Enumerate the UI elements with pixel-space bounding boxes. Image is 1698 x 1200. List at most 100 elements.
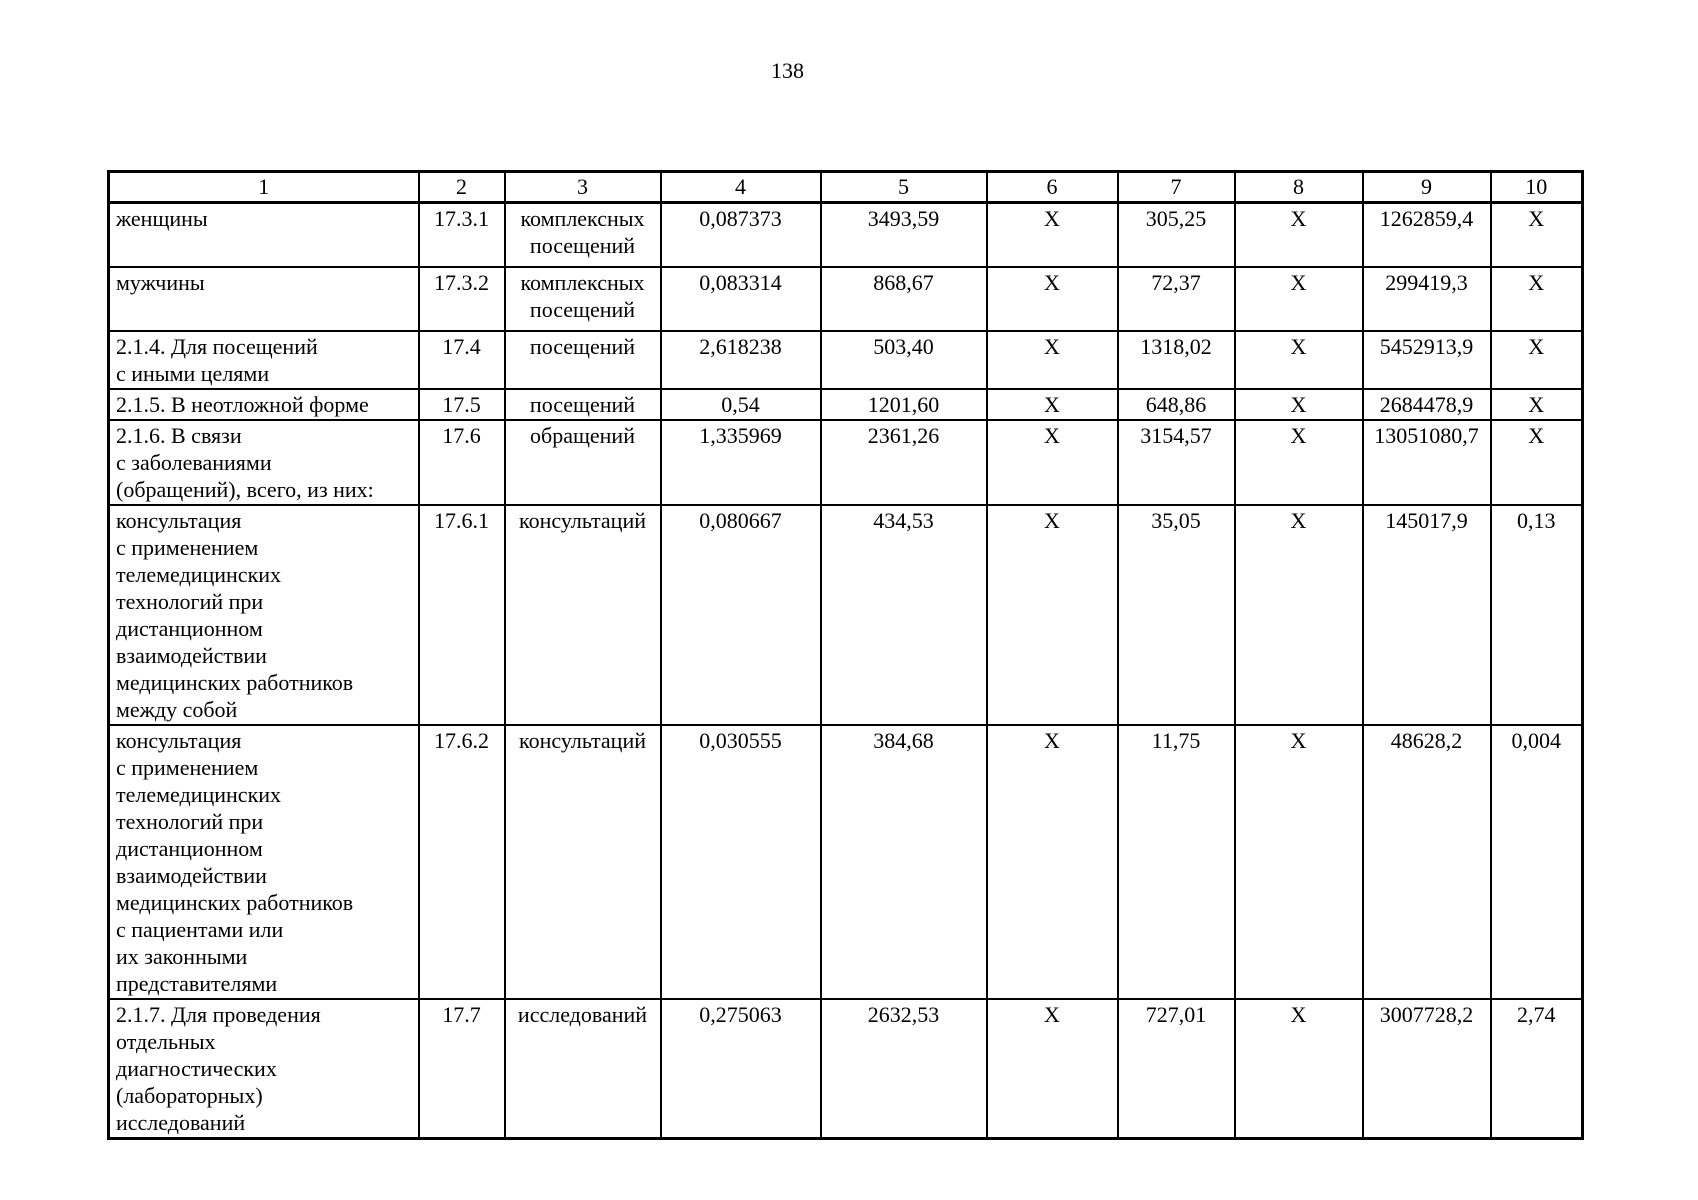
cell-value-col7: 11,75 bbox=[1116, 723, 1236, 1000]
column-header-1: 1 bbox=[107, 170, 420, 204]
cell-row-label: 2.1.6. В связи с заболеваниями (обращени… bbox=[107, 418, 420, 506]
cell-value-col4: 0,083314 bbox=[659, 265, 822, 332]
cell-value-col10: 0,004 bbox=[1489, 723, 1584, 1000]
cell-value-col9: 2684478,9 bbox=[1361, 387, 1492, 421]
cell-value-col4: 0,54 bbox=[659, 387, 822, 421]
cell-value-col6: Х bbox=[985, 723, 1119, 1000]
cell-row-code: 17.6 bbox=[417, 418, 506, 506]
cell-unit-name: исследований bbox=[503, 997, 662, 1139]
cell-row-label: 2.1.4. Для посещений с иными целями bbox=[107, 329, 420, 390]
cell-unit-name: консультаций bbox=[503, 503, 662, 726]
column-header-2: 2 bbox=[417, 170, 506, 204]
cell-value-col6: Х bbox=[985, 265, 1119, 332]
column-header-6: 6 bbox=[985, 170, 1119, 204]
cell-value-col5: 3493,59 bbox=[819, 201, 988, 268]
column-header-8: 8 bbox=[1233, 170, 1364, 204]
table-row: консультация с применением телемедицинск… bbox=[107, 723, 1584, 1000]
cell-value-col6: Х bbox=[985, 201, 1119, 268]
cell-value-col10: Х bbox=[1489, 265, 1584, 332]
cell-value-col8: Х bbox=[1233, 265, 1364, 332]
column-header-9: 9 bbox=[1361, 170, 1492, 204]
cell-value-col8: Х bbox=[1233, 329, 1364, 390]
cell-value-col9: 5452913,9 bbox=[1361, 329, 1492, 390]
cell-value-col8: Х bbox=[1233, 201, 1364, 268]
cell-row-label: консультация с применением телемедицинск… bbox=[107, 723, 420, 1000]
doc-table: 1 2 3 4 5 6 7 8 9 10 женщины 17.3.1 комп… bbox=[107, 170, 1584, 1140]
table-row: консультация с применением телемедицинск… bbox=[107, 503, 1584, 726]
table-row: 2.1.7. Для проведения отдельных диагност… bbox=[107, 997, 1584, 1139]
cell-value-col7: 3154,57 bbox=[1116, 418, 1236, 506]
cell-value-col9: 1262859,4 bbox=[1361, 201, 1492, 268]
cell-value-col5: 868,67 bbox=[819, 265, 988, 332]
cell-value-col9: 299419,3 bbox=[1361, 265, 1492, 332]
cell-value-col5: 434,53 bbox=[819, 503, 988, 726]
cell-value-col5: 2361,26 bbox=[819, 418, 988, 506]
cell-value-col9: 13051080,7 bbox=[1361, 418, 1492, 506]
table-header-row: 1 2 3 4 5 6 7 8 9 10 bbox=[107, 170, 1584, 204]
cell-value-col10: Х bbox=[1489, 201, 1584, 268]
cell-value-col4: 0,080667 bbox=[659, 503, 822, 726]
cell-value-col10: Х bbox=[1489, 329, 1584, 390]
cell-unit-name: комплексных посещений bbox=[503, 265, 662, 332]
table-row: 2.1.6. В связи с заболеваниями (обращени… bbox=[107, 418, 1584, 506]
cell-value-col4: 0,275063 bbox=[659, 997, 822, 1139]
cell-value-col5: 1201,60 bbox=[819, 387, 988, 421]
cell-value-col7: 72,37 bbox=[1116, 265, 1236, 332]
column-header-10: 10 bbox=[1489, 170, 1584, 204]
cell-value-col9: 145017,9 bbox=[1361, 503, 1492, 726]
cell-row-code: 17.5 bbox=[417, 387, 506, 421]
cell-value-col7: 727,01 bbox=[1116, 997, 1236, 1139]
cell-value-col7: 35,05 bbox=[1116, 503, 1236, 726]
cell-value-col4: 1,335969 bbox=[659, 418, 822, 506]
cell-value-col6: Х bbox=[985, 503, 1119, 726]
cell-row-code: 17.6.1 bbox=[417, 503, 506, 726]
table-row: мужчины 17.3.2 комплексных посещений 0,0… bbox=[107, 265, 1584, 332]
cell-value-col4: 0,087373 bbox=[659, 201, 822, 268]
page-number: 138 bbox=[771, 58, 804, 83]
cell-unit-name: посещений bbox=[503, 387, 662, 421]
table-row: женщины 17.3.1 комплексных посещений 0,0… bbox=[107, 201, 1584, 268]
cell-unit-name: комплексных посещений bbox=[503, 201, 662, 268]
cell-row-label: консультация с применением телемедицинск… bbox=[107, 503, 420, 726]
cell-value-col8: Х bbox=[1233, 418, 1364, 506]
cell-value-col10: 0,13 bbox=[1489, 503, 1584, 726]
cell-row-code: 17.3.2 bbox=[417, 265, 506, 332]
cell-row-label: 2.1.5. В неотложной форме bbox=[107, 387, 420, 421]
cell-row-label: женщины bbox=[107, 201, 420, 268]
column-header-5: 5 bbox=[819, 170, 988, 204]
column-header-7: 7 bbox=[1116, 170, 1236, 204]
table-body: женщины 17.3.1 комплексных посещений 0,0… bbox=[107, 201, 1584, 1139]
cell-row-code: 17.6.2 bbox=[417, 723, 506, 1000]
cell-value-col10: 2,74 bbox=[1489, 997, 1584, 1139]
cell-value-col5: 384,68 bbox=[819, 723, 988, 1000]
column-header-4: 4 bbox=[659, 170, 822, 204]
table-row: 2.1.4. Для посещений с иными целями 17.4… bbox=[107, 329, 1584, 390]
cell-value-col8: Х bbox=[1233, 503, 1364, 726]
cell-row-code: 17.3.1 bbox=[417, 201, 506, 268]
cell-value-col10: Х bbox=[1489, 387, 1584, 421]
cell-value-col6: Х bbox=[985, 997, 1119, 1139]
cell-value-col8: Х bbox=[1233, 387, 1364, 421]
table-row: 2.1.5. В неотложной форме 17.5 посещений… bbox=[107, 387, 1584, 421]
cell-value-col9: 3007728,2 bbox=[1361, 997, 1492, 1139]
cell-unit-name: консультаций bbox=[503, 723, 662, 1000]
cell-row-code: 17.7 bbox=[417, 997, 506, 1139]
cell-value-col4: 2,618238 bbox=[659, 329, 822, 390]
cell-unit-name: обращений bbox=[503, 418, 662, 506]
cell-unit-name: посещений bbox=[503, 329, 662, 390]
cell-value-col5: 2632,53 bbox=[819, 997, 988, 1139]
cell-value-col9: 48628,2 bbox=[1361, 723, 1492, 1000]
column-header-3: 3 bbox=[503, 170, 662, 204]
cell-value-col7: 305,25 bbox=[1116, 201, 1236, 268]
cell-value-col6: Х bbox=[985, 387, 1119, 421]
cell-value-col6: Х bbox=[985, 329, 1119, 390]
cell-value-col4: 0,030555 bbox=[659, 723, 822, 1000]
cell-value-col10: Х bbox=[1489, 418, 1584, 506]
cell-row-code: 17.4 bbox=[417, 329, 506, 390]
cell-value-col5: 503,40 bbox=[819, 329, 988, 390]
cell-value-col8: Х bbox=[1233, 723, 1364, 1000]
cell-value-col8: Х bbox=[1233, 997, 1364, 1139]
cell-row-label: 2.1.7. Для проведения отдельных диагност… bbox=[107, 997, 420, 1139]
cell-row-label: мужчины bbox=[107, 265, 420, 332]
